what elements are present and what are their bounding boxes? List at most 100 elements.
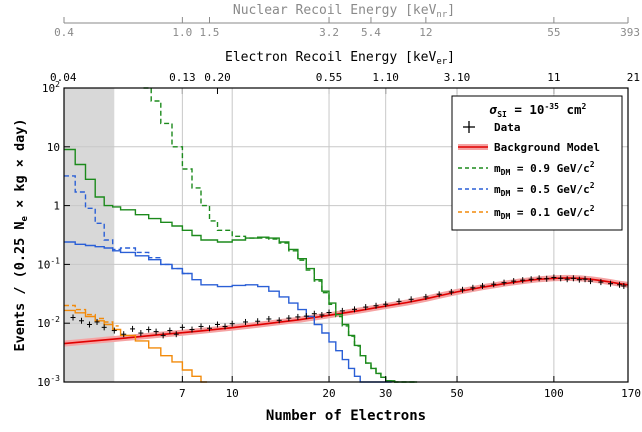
y-tick-label: 1 [53, 200, 60, 213]
data-point [551, 274, 557, 281]
data-point [179, 324, 185, 331]
data-point [363, 304, 369, 311]
legend-entry-dm01: mDM = 0.1 GeV/c2 [458, 204, 595, 221]
data-point [511, 278, 517, 285]
data-point [173, 331, 179, 338]
data-point [544, 275, 550, 282]
x-axis-title: Number of Electrons [266, 408, 426, 424]
data-point [558, 275, 564, 282]
nuclear-tick-label: 0.4 [54, 26, 74, 39]
shaded-region [64, 88, 115, 382]
legend: σSI = 10-35 cm2 Data Background Model mD… [451, 95, 623, 231]
data-point [460, 286, 466, 293]
nuclear-axis-ticks: 0.4 1.0 1.5 3.2 5.4 12 55 393 [54, 17, 640, 39]
electron-tick-label: 0.20 [204, 71, 231, 84]
data-point [222, 323, 228, 330]
nuclear-tick-label: 393 [620, 26, 640, 39]
y-tick-label: 10 [47, 141, 60, 154]
data-point [408, 296, 414, 303]
series-bg-band [63, 274, 629, 347]
legend-entry-background: Background Model [458, 141, 600, 154]
data-point [621, 282, 627, 289]
data-point [111, 327, 117, 334]
svg-text:mDM = 0.5 GeV/c2: mDM = 0.5 GeV/c2 [494, 181, 595, 198]
data-point [101, 324, 107, 331]
electron-tick-label: 1.10 [372, 71, 399, 84]
y-tick-label: 10-2 [37, 315, 60, 330]
data-point [286, 315, 292, 322]
data-point [520, 277, 526, 284]
data-point [295, 313, 301, 320]
data-point [160, 332, 166, 339]
svg-text:mDM = 0.9 GeV/c2: mDM = 0.9 GeV/c2 [494, 160, 595, 177]
nuclear-tick-label: 12 [419, 26, 432, 39]
legend-entry-dm05: mDM = 0.5 GeV/c2 [458, 181, 595, 198]
data-point [130, 325, 136, 332]
data-point [528, 276, 534, 283]
data-point [276, 317, 282, 324]
series-dm05 [64, 241, 392, 383]
data-point [470, 284, 476, 291]
data-point [214, 321, 220, 328]
electron-tick-label: 11 [547, 71, 560, 84]
data-point [303, 313, 309, 320]
data-point [146, 326, 152, 333]
nuclear-tick-label: 5.4 [361, 26, 381, 39]
data-points [70, 274, 627, 339]
electron-tick-label: 0.13 [169, 71, 196, 84]
data-point [94, 318, 100, 325]
data-point [501, 279, 507, 286]
svg-text:Background Model: Background Model [494, 141, 600, 154]
electron-tick-label: 3.10 [444, 71, 471, 84]
electron-tick-label: 21 [627, 71, 640, 84]
series-dm01 [64, 309, 207, 383]
data-point [448, 288, 454, 295]
electron-tick-label: 0.04 [50, 71, 77, 84]
nuclear-axis-title: Nuclear Recoil Energy [keVnr] [233, 3, 455, 20]
electron-axis-title: Electron Recoil Energy [keVer] [225, 50, 455, 67]
data-point [598, 279, 604, 286]
nuclear-tick-label: 3.2 [319, 26, 339, 39]
data-point [339, 307, 345, 314]
x-tick-label: 20 [322, 387, 335, 400]
legend-entry-data: Data [463, 121, 521, 134]
x-tick-label: 7 [179, 387, 186, 400]
data-point [243, 318, 249, 325]
y-tick-label: 10-1 [37, 256, 60, 271]
data-point [480, 282, 486, 289]
svg-text:mDM = 0.1 GeV/c2: mDM = 0.1 GeV/c2 [494, 204, 595, 221]
data-point [617, 281, 623, 288]
x-tick-label: 30 [379, 387, 392, 400]
data-point [326, 309, 332, 316]
data-point [198, 323, 204, 330]
data-point [491, 281, 497, 288]
data-point [311, 310, 317, 317]
data-point [206, 325, 212, 332]
nuclear-tick-label: 55 [547, 26, 560, 39]
data-point [189, 326, 195, 333]
data-point [153, 328, 159, 335]
data-point [266, 315, 272, 322]
data-point [582, 276, 588, 283]
data-point [86, 321, 92, 328]
x-tick-label: 100 [544, 387, 564, 400]
y-axis-ticks: 10-3 10-2 10-1 1 10 102 [37, 80, 70, 389]
electron-axis-ticks: 0.04 0.13 0.20 0.55 1.10 3.10 11 21 [50, 71, 640, 94]
data-point [319, 311, 325, 318]
data-point [423, 293, 429, 300]
data-point [383, 301, 389, 308]
data-point [138, 330, 144, 337]
legend-box [451, 95, 623, 231]
data-point [373, 302, 379, 309]
series-dm09s [143, 87, 418, 383]
data-point [608, 280, 614, 287]
electron-tick-label: 0.55 [316, 71, 343, 84]
data-point [436, 291, 442, 298]
nuclear-tick-label: 1.5 [200, 26, 220, 39]
x-axis-ticks: 7 10 20 30 50 100 170 [179, 376, 641, 400]
data-point [255, 318, 261, 325]
x-tick-label: 50 [450, 387, 463, 400]
data-point [396, 298, 402, 305]
x-tick-label: 10 [226, 387, 239, 400]
